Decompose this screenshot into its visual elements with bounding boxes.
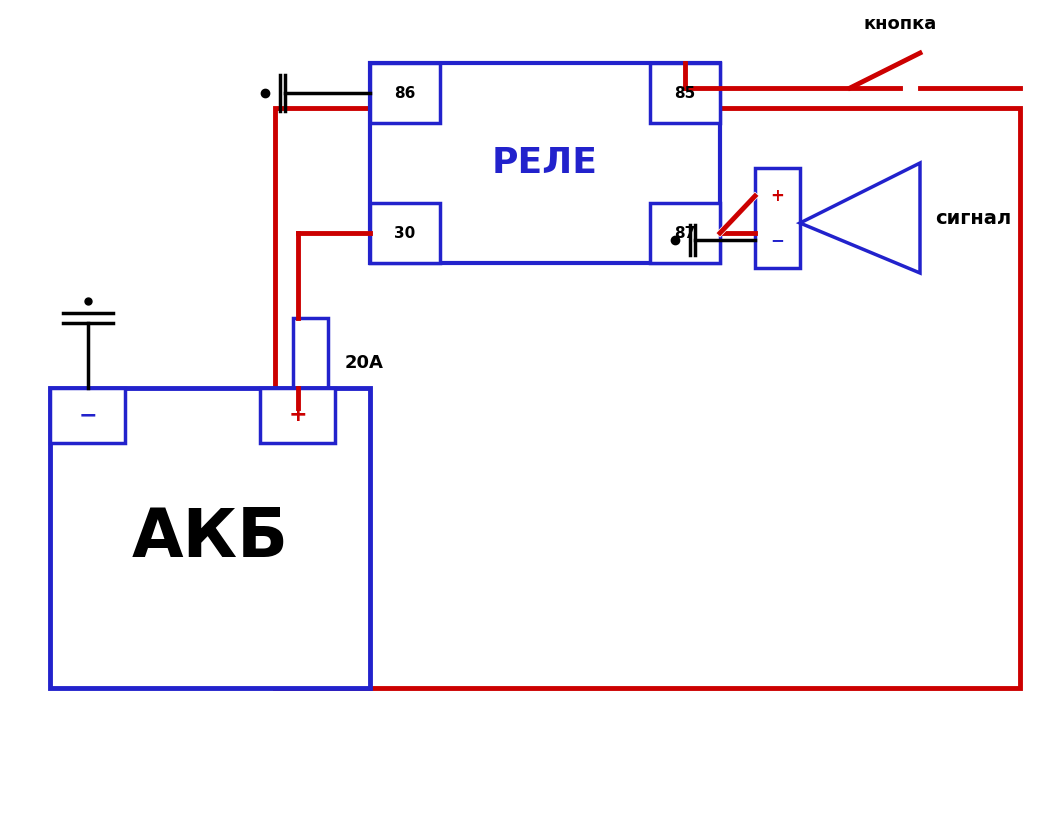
Text: −: − (770, 231, 784, 249)
Text: 20А: 20А (345, 354, 384, 372)
Text: кнопка: кнопка (863, 15, 936, 33)
Bar (650, 203, 720, 263)
Text: АКБ: АКБ (132, 505, 288, 571)
Text: 86: 86 (395, 86, 416, 101)
Text: РЕЛЕ: РЕЛЕ (492, 146, 598, 180)
Text: +: + (770, 187, 784, 205)
Bar (260, 388, 335, 443)
Bar (50, 388, 370, 688)
Text: 85: 85 (675, 86, 696, 101)
Text: сигнал: сигнал (935, 209, 1011, 227)
Bar (370, 63, 720, 263)
Text: +: + (288, 406, 306, 425)
Text: 87: 87 (675, 226, 696, 240)
Text: 30: 30 (395, 226, 416, 240)
Bar (755, 168, 800, 268)
Bar (50, 388, 124, 443)
Text: −: − (78, 406, 97, 425)
Polygon shape (800, 163, 920, 273)
Bar (650, 63, 720, 123)
Bar (370, 203, 440, 263)
Bar (293, 318, 328, 408)
Bar (275, 108, 1020, 688)
Bar (370, 63, 440, 123)
